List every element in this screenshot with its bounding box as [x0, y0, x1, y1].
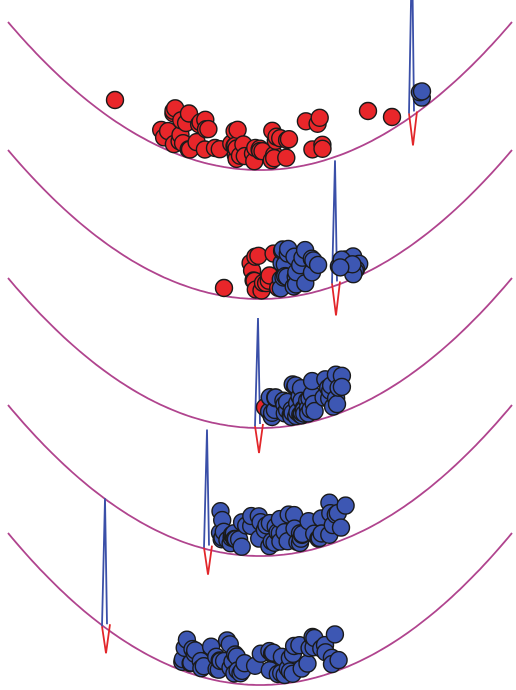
- red-particle: [214, 278, 234, 298]
- red-particle: [279, 129, 299, 149]
- blue-particle: [305, 401, 324, 421]
- blue-particle: [412, 82, 432, 101]
- spike-up-line: [331, 160, 338, 284]
- red-particle: [382, 107, 402, 127]
- red-particle: [313, 139, 332, 159]
- spike-up-line: [254, 317, 261, 427]
- blue-particle: [325, 625, 345, 644]
- spike-down-line: [101, 624, 111, 654]
- spike-down-line: [254, 423, 264, 454]
- red-particle: [277, 148, 296, 167]
- blue-particle: [308, 255, 328, 275]
- blue-particle: [329, 650, 348, 670]
- blue-particle: [332, 377, 352, 397]
- potential-well-curve: [7, 532, 513, 686]
- potential-well-curve: [7, 277, 513, 429]
- spike-up-line: [203, 429, 210, 548]
- red-particle: [105, 90, 125, 110]
- spike-down-line: [331, 281, 341, 316]
- panel-1: [7, 0, 513, 171]
- red-particle: [199, 119, 218, 139]
- red-particle: [249, 246, 268, 266]
- panel-2: [7, 149, 513, 316]
- spike-down-line: [203, 545, 213, 575]
- blue-particle: [232, 537, 251, 556]
- blue-particle: [331, 518, 351, 537]
- panel-5: [7, 498, 513, 686]
- panel-3: [7, 277, 513, 454]
- blue-particle: [327, 394, 347, 414]
- potential-well-curve: [7, 404, 513, 557]
- red-particle: [310, 108, 329, 128]
- red-particle: [358, 101, 378, 121]
- panel-4: [7, 404, 513, 575]
- spike-up-line: [408, 0, 415, 114]
- blue-particle: [298, 654, 317, 673]
- spike-down-line: [408, 111, 418, 146]
- blue-particle: [331, 258, 350, 277]
- spike-up-line: [101, 498, 108, 627]
- blue-particle: [336, 496, 355, 515]
